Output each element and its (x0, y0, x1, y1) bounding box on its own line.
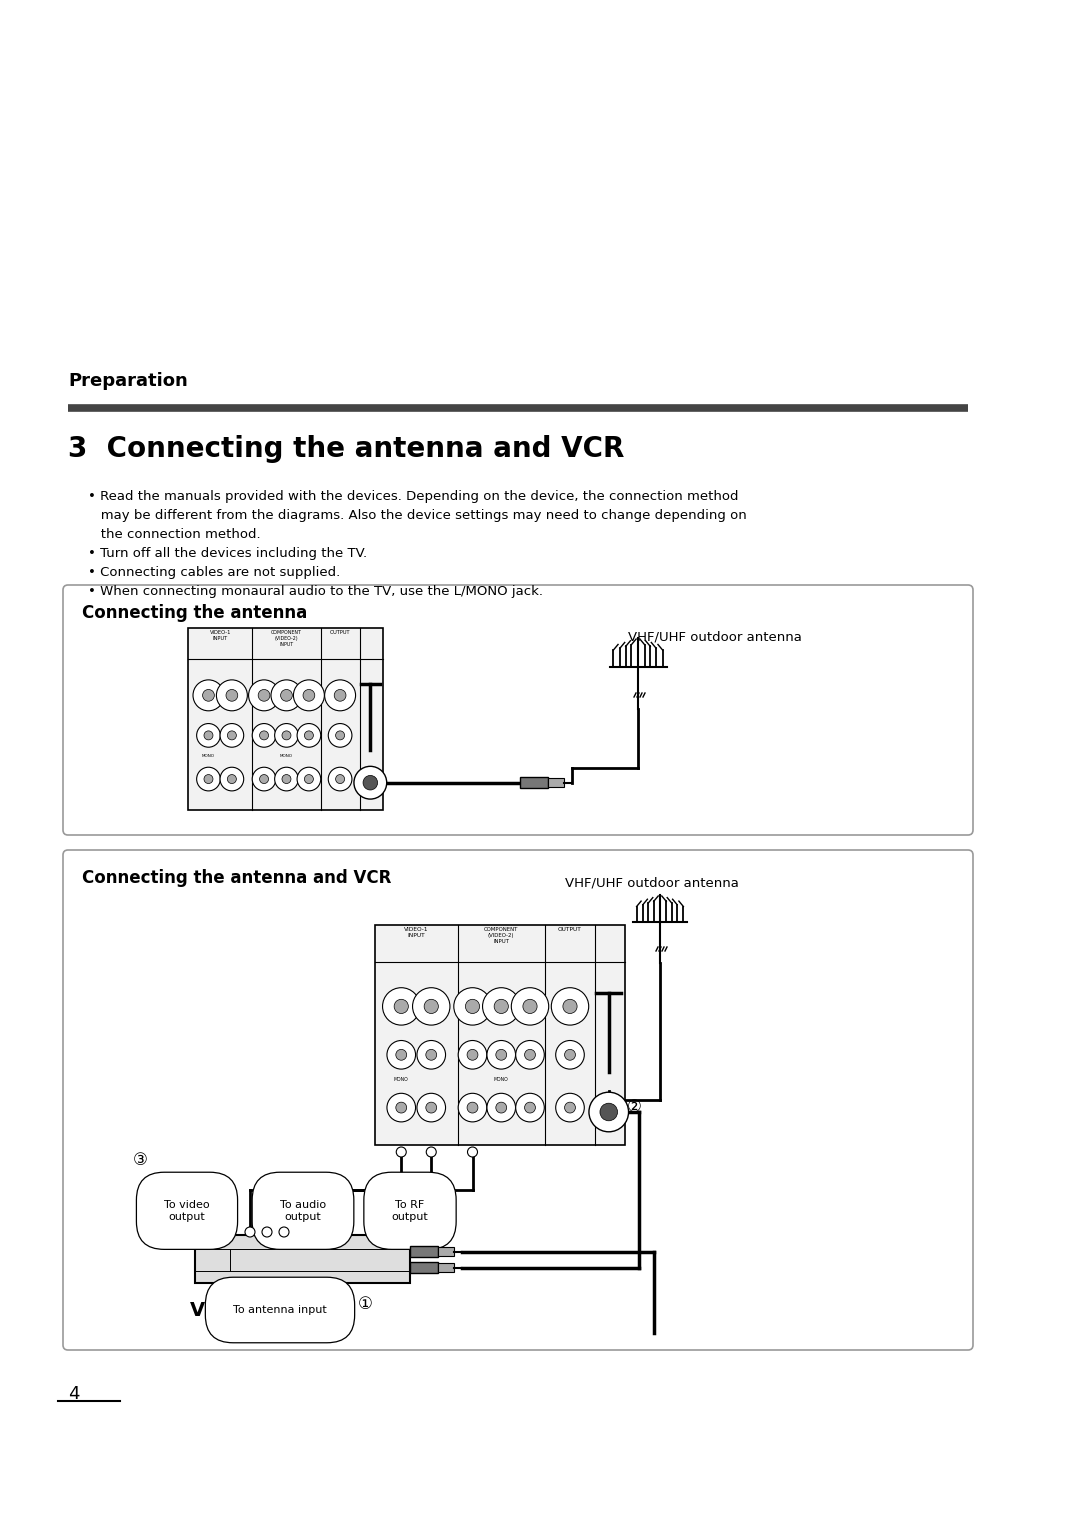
Circle shape (496, 1050, 507, 1060)
Circle shape (282, 730, 291, 740)
Bar (438, 1264, 454, 1271)
Circle shape (258, 689, 270, 701)
Circle shape (259, 730, 269, 740)
Circle shape (467, 1050, 478, 1060)
Circle shape (525, 1050, 536, 1060)
Text: ②: ② (626, 1099, 642, 1115)
Text: VIDEO-1
INPUT: VIDEO-1 INPUT (404, 927, 429, 938)
Circle shape (395, 1050, 407, 1060)
Circle shape (303, 689, 314, 701)
Text: Connecting the antenna and VCR: Connecting the antenna and VCR (82, 869, 391, 886)
Circle shape (203, 689, 214, 701)
Circle shape (523, 999, 537, 1013)
Circle shape (387, 1094, 416, 1122)
Circle shape (305, 730, 313, 740)
Circle shape (204, 775, 213, 784)
Circle shape (565, 1102, 576, 1112)
Circle shape (228, 775, 237, 784)
Text: COMPONENT
(VIDEO-2)
INPUT: COMPONENT (VIDEO-2) INPUT (271, 630, 302, 646)
Circle shape (271, 680, 302, 711)
Circle shape (354, 767, 387, 799)
Text: 4: 4 (68, 1384, 80, 1403)
Circle shape (454, 987, 491, 1025)
Circle shape (297, 767, 321, 792)
Text: VCR: VCR (190, 1300, 234, 1320)
Circle shape (297, 724, 321, 747)
Circle shape (525, 1102, 536, 1112)
Bar (195, 1235, 410, 1284)
Circle shape (487, 1041, 515, 1070)
Bar (519, 776, 548, 788)
FancyBboxPatch shape (63, 585, 973, 834)
Text: To video
output: To video output (164, 1199, 210, 1221)
Circle shape (197, 724, 220, 747)
Circle shape (363, 775, 378, 790)
Text: • Read the manuals provided with the devices. Depending on the device, the conne: • Read the manuals provided with the dev… (87, 490, 739, 503)
Circle shape (282, 775, 291, 784)
Circle shape (220, 724, 244, 747)
Circle shape (334, 689, 346, 701)
Text: ③: ③ (133, 1151, 148, 1169)
Circle shape (516, 1094, 544, 1122)
Circle shape (487, 1094, 515, 1122)
Circle shape (427, 1148, 436, 1157)
Circle shape (396, 1148, 406, 1157)
Bar (375, 924, 625, 1144)
Bar (188, 628, 383, 810)
Text: • When connecting monaural audio to the TV, use the L/MONO jack.: • When connecting monaural audio to the … (87, 585, 543, 597)
Bar (410, 1262, 438, 1273)
Circle shape (394, 999, 408, 1013)
Text: VIDEO-1
INPUT: VIDEO-1 INPUT (210, 630, 231, 640)
Bar (438, 1247, 454, 1256)
Circle shape (458, 1041, 487, 1070)
Circle shape (228, 730, 237, 740)
Circle shape (325, 680, 355, 711)
Circle shape (417, 1094, 446, 1122)
Circle shape (245, 1227, 255, 1238)
Circle shape (426, 1102, 436, 1112)
Circle shape (387, 1041, 416, 1070)
Circle shape (336, 775, 345, 784)
Circle shape (279, 1227, 289, 1238)
Text: • Connecting cables are not supplied.: • Connecting cables are not supplied. (87, 565, 340, 579)
Circle shape (465, 999, 480, 1013)
Circle shape (496, 1102, 507, 1112)
Text: the connection method.: the connection method. (87, 529, 260, 541)
Circle shape (495, 999, 509, 1013)
Circle shape (274, 724, 298, 747)
Circle shape (467, 1102, 478, 1112)
Circle shape (551, 987, 589, 1025)
Text: 3  Connecting the antenna and VCR: 3 Connecting the antenna and VCR (68, 435, 624, 463)
Circle shape (262, 1227, 272, 1238)
Text: MONO: MONO (202, 753, 215, 758)
Text: MONO: MONO (394, 1077, 408, 1082)
Circle shape (259, 775, 269, 784)
Circle shape (274, 767, 298, 792)
Circle shape (328, 724, 352, 747)
FancyBboxPatch shape (63, 850, 973, 1351)
Text: To antenna input: To antenna input (233, 1305, 327, 1316)
Circle shape (417, 1041, 446, 1070)
Circle shape (483, 987, 519, 1025)
Circle shape (305, 775, 313, 784)
Circle shape (193, 680, 224, 711)
Circle shape (336, 730, 345, 740)
Circle shape (328, 767, 352, 792)
Circle shape (563, 999, 577, 1013)
Text: Connecting the antenna: Connecting the antenna (82, 604, 307, 622)
Text: VHF/UHF outdoor antenna: VHF/UHF outdoor antenna (627, 630, 801, 643)
Circle shape (253, 767, 275, 792)
Text: MONO: MONO (280, 753, 293, 758)
Circle shape (424, 999, 438, 1013)
Circle shape (600, 1103, 618, 1122)
Circle shape (556, 1094, 584, 1122)
Text: OUTPUT: OUTPUT (329, 630, 350, 636)
Circle shape (556, 1041, 584, 1070)
Text: To audio
output: To audio output (280, 1199, 326, 1221)
Circle shape (197, 767, 220, 792)
Bar (548, 778, 564, 787)
Circle shape (204, 730, 213, 740)
Circle shape (468, 1148, 477, 1157)
Text: To RF
output: To RF output (392, 1199, 429, 1221)
Circle shape (220, 767, 244, 792)
